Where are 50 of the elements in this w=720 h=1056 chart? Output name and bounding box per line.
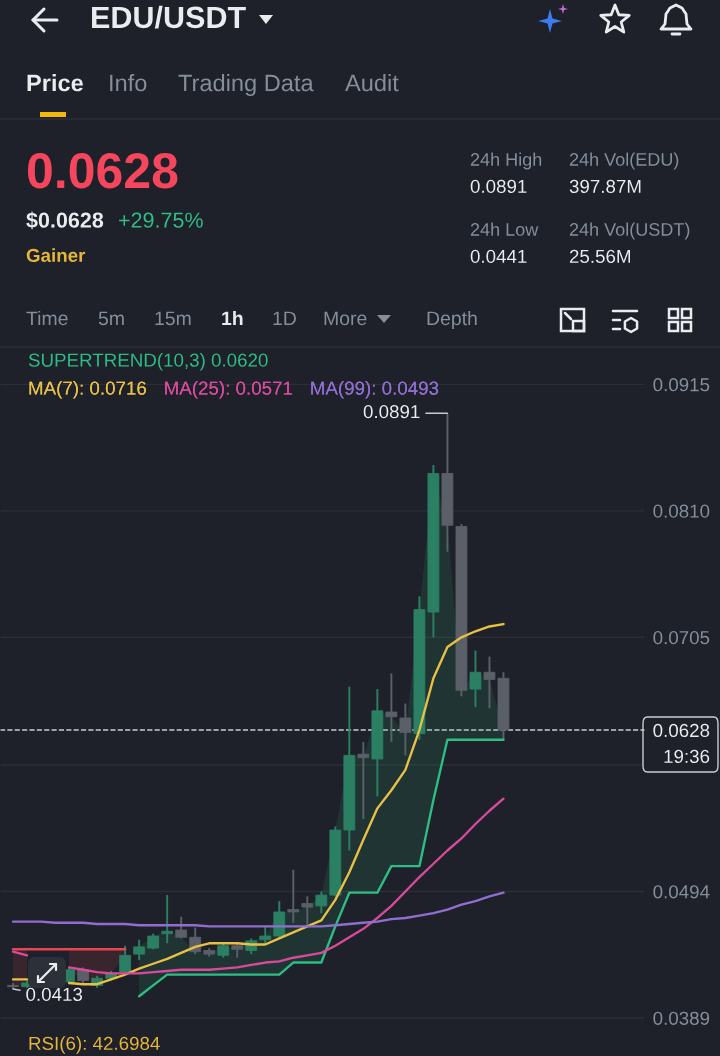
text: 24h Vol(USDT) — [569, 222, 690, 240]
text: MA(99): 0.0493 — [311, 381, 439, 399]
candlestick — [301, 895, 314, 927]
candlestick — [161, 894, 174, 945]
text: Trading Data — [178, 74, 314, 97]
y-tick-label: 0.0810 — [653, 504, 710, 518]
text: 0.0628 — [27, 153, 178, 189]
candlestick — [287, 868, 300, 924]
text: Audit — [345, 74, 399, 92]
chart-title: EDU/USDT — [92, 5, 246, 29]
text: MA(7): 0.0716 — [29, 381, 146, 399]
text: Info — [110, 74, 147, 92]
text: 19:36 — [664, 749, 710, 764]
y-tick-label: 0.0494 — [653, 885, 710, 899]
text: 1D — [273, 311, 296, 326]
candlestick — [385, 672, 398, 744]
candlestick — [315, 890, 328, 915]
candlestick — [399, 702, 412, 757]
text: 0.0891 — [470, 179, 527, 194]
text: 0.0441 — [470, 249, 527, 264]
text: +29.75% — [119, 212, 203, 228]
candlestick — [357, 741, 370, 821]
text: SUPERTREND(10,3) 0.0620 — [28, 353, 268, 371]
text: 1h — [222, 310, 243, 326]
candlestick — [469, 649, 482, 709]
text: 5m — [98, 311, 124, 326]
text: $0.0628 — [26, 211, 104, 230]
text: 25.56M — [569, 249, 630, 264]
text: Depth — [427, 310, 477, 330]
text: Gainer — [26, 248, 86, 263]
text: Time — [26, 310, 68, 326]
annotation: 0.0891 — [363, 405, 420, 419]
line-series — [137, 738, 505, 998]
text: 24h Vol(EDU) — [569, 152, 679, 170]
annotation: 0.0413 — [26, 987, 83, 1002]
y-tick-label: 0.0915 — [653, 378, 710, 392]
text: 24h Low — [470, 222, 539, 236]
line-series — [11, 891, 505, 928]
candlestick — [133, 938, 146, 962]
text: 15m — [155, 311, 191, 326]
y-tick-label: 0.0705 — [653, 631, 710, 645]
text: 397.87M — [569, 179, 641, 194]
y-tick-label: 0.0389 — [653, 1011, 710, 1025]
text: Price — [27, 74, 83, 92]
text: 0.0628 — [653, 723, 710, 738]
text: 24h High — [470, 152, 542, 170]
candlestick — [119, 944, 132, 975]
text: RSI(6): 42.6984 — [29, 1036, 160, 1054]
text: MA(25): 0.0571 — [165, 381, 292, 399]
text: More — [324, 311, 367, 326]
